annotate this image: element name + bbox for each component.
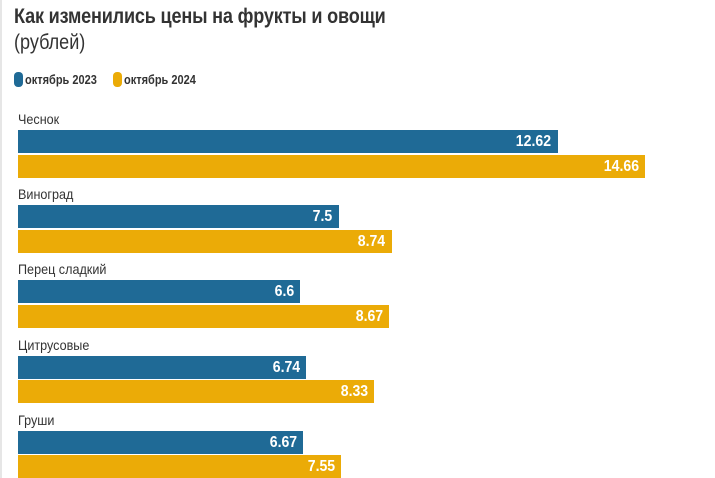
bar-value-label: 12.62 [516, 133, 552, 150]
bar-2024[interactable]: 8.67 [18, 304, 389, 328]
bar-2023[interactable]: 6.74 [18, 355, 307, 379]
bar-2023[interactable]: 12.62 [18, 130, 558, 153]
bar-value-label: 7.5 [313, 208, 333, 226]
chart-subtitle: (рублей) [14, 31, 86, 54]
bar-value-label: 6.67 [269, 433, 298, 451]
bar-2023[interactable]: 6.6 [18, 280, 301, 304]
chart-title: Как изменились цены на фрукты и овощи [14, 5, 386, 28]
bar-2023[interactable]: 6.67 [18, 430, 304, 454]
bar-value-label: 8.74 [358, 232, 386, 250]
category-label: Цитрусовые [18, 336, 90, 353]
bar-2024[interactable]: 8.33 [18, 380, 375, 404]
category-label: Виноград [18, 186, 74, 203]
bar-2024[interactable]: 7.55 [18, 455, 341, 478]
bar-2024[interactable]: 14.66 [18, 154, 645, 178]
legend-item-2024[interactable]: октябрь 2024 [112, 72, 198, 87]
bar-value-label: 8.67 [355, 307, 383, 325]
category-label: Перец сладкий [18, 261, 107, 278]
left-border-rule [0, 0, 2, 478]
bar-2023[interactable]: 7.5 [18, 205, 339, 229]
legend-swatch-2023 [14, 72, 23, 87]
legend: октябрь 2023 октябрь 2024 [14, 72, 201, 87]
category-label: Груши [18, 411, 55, 428]
bar-value-label: 6.74 [272, 358, 301, 376]
legend-label-2023: октябрь 2023 [25, 72, 97, 87]
bar-value-label: 14.66 [603, 157, 639, 175]
bar-value-label: 8.33 [340, 383, 369, 401]
category-label: Чеснок [18, 111, 60, 127]
legend-item-2023[interactable]: октябрь 2023 [14, 72, 99, 87]
legend-swatch-2024 [112, 72, 122, 87]
bar-2024[interactable]: 8.74 [18, 229, 392, 253]
legend-label-2024: октябрь 2024 [123, 72, 196, 87]
bar-value-label: 7.55 [307, 458, 335, 476]
bar-value-label: 6.6 [274, 283, 295, 301]
